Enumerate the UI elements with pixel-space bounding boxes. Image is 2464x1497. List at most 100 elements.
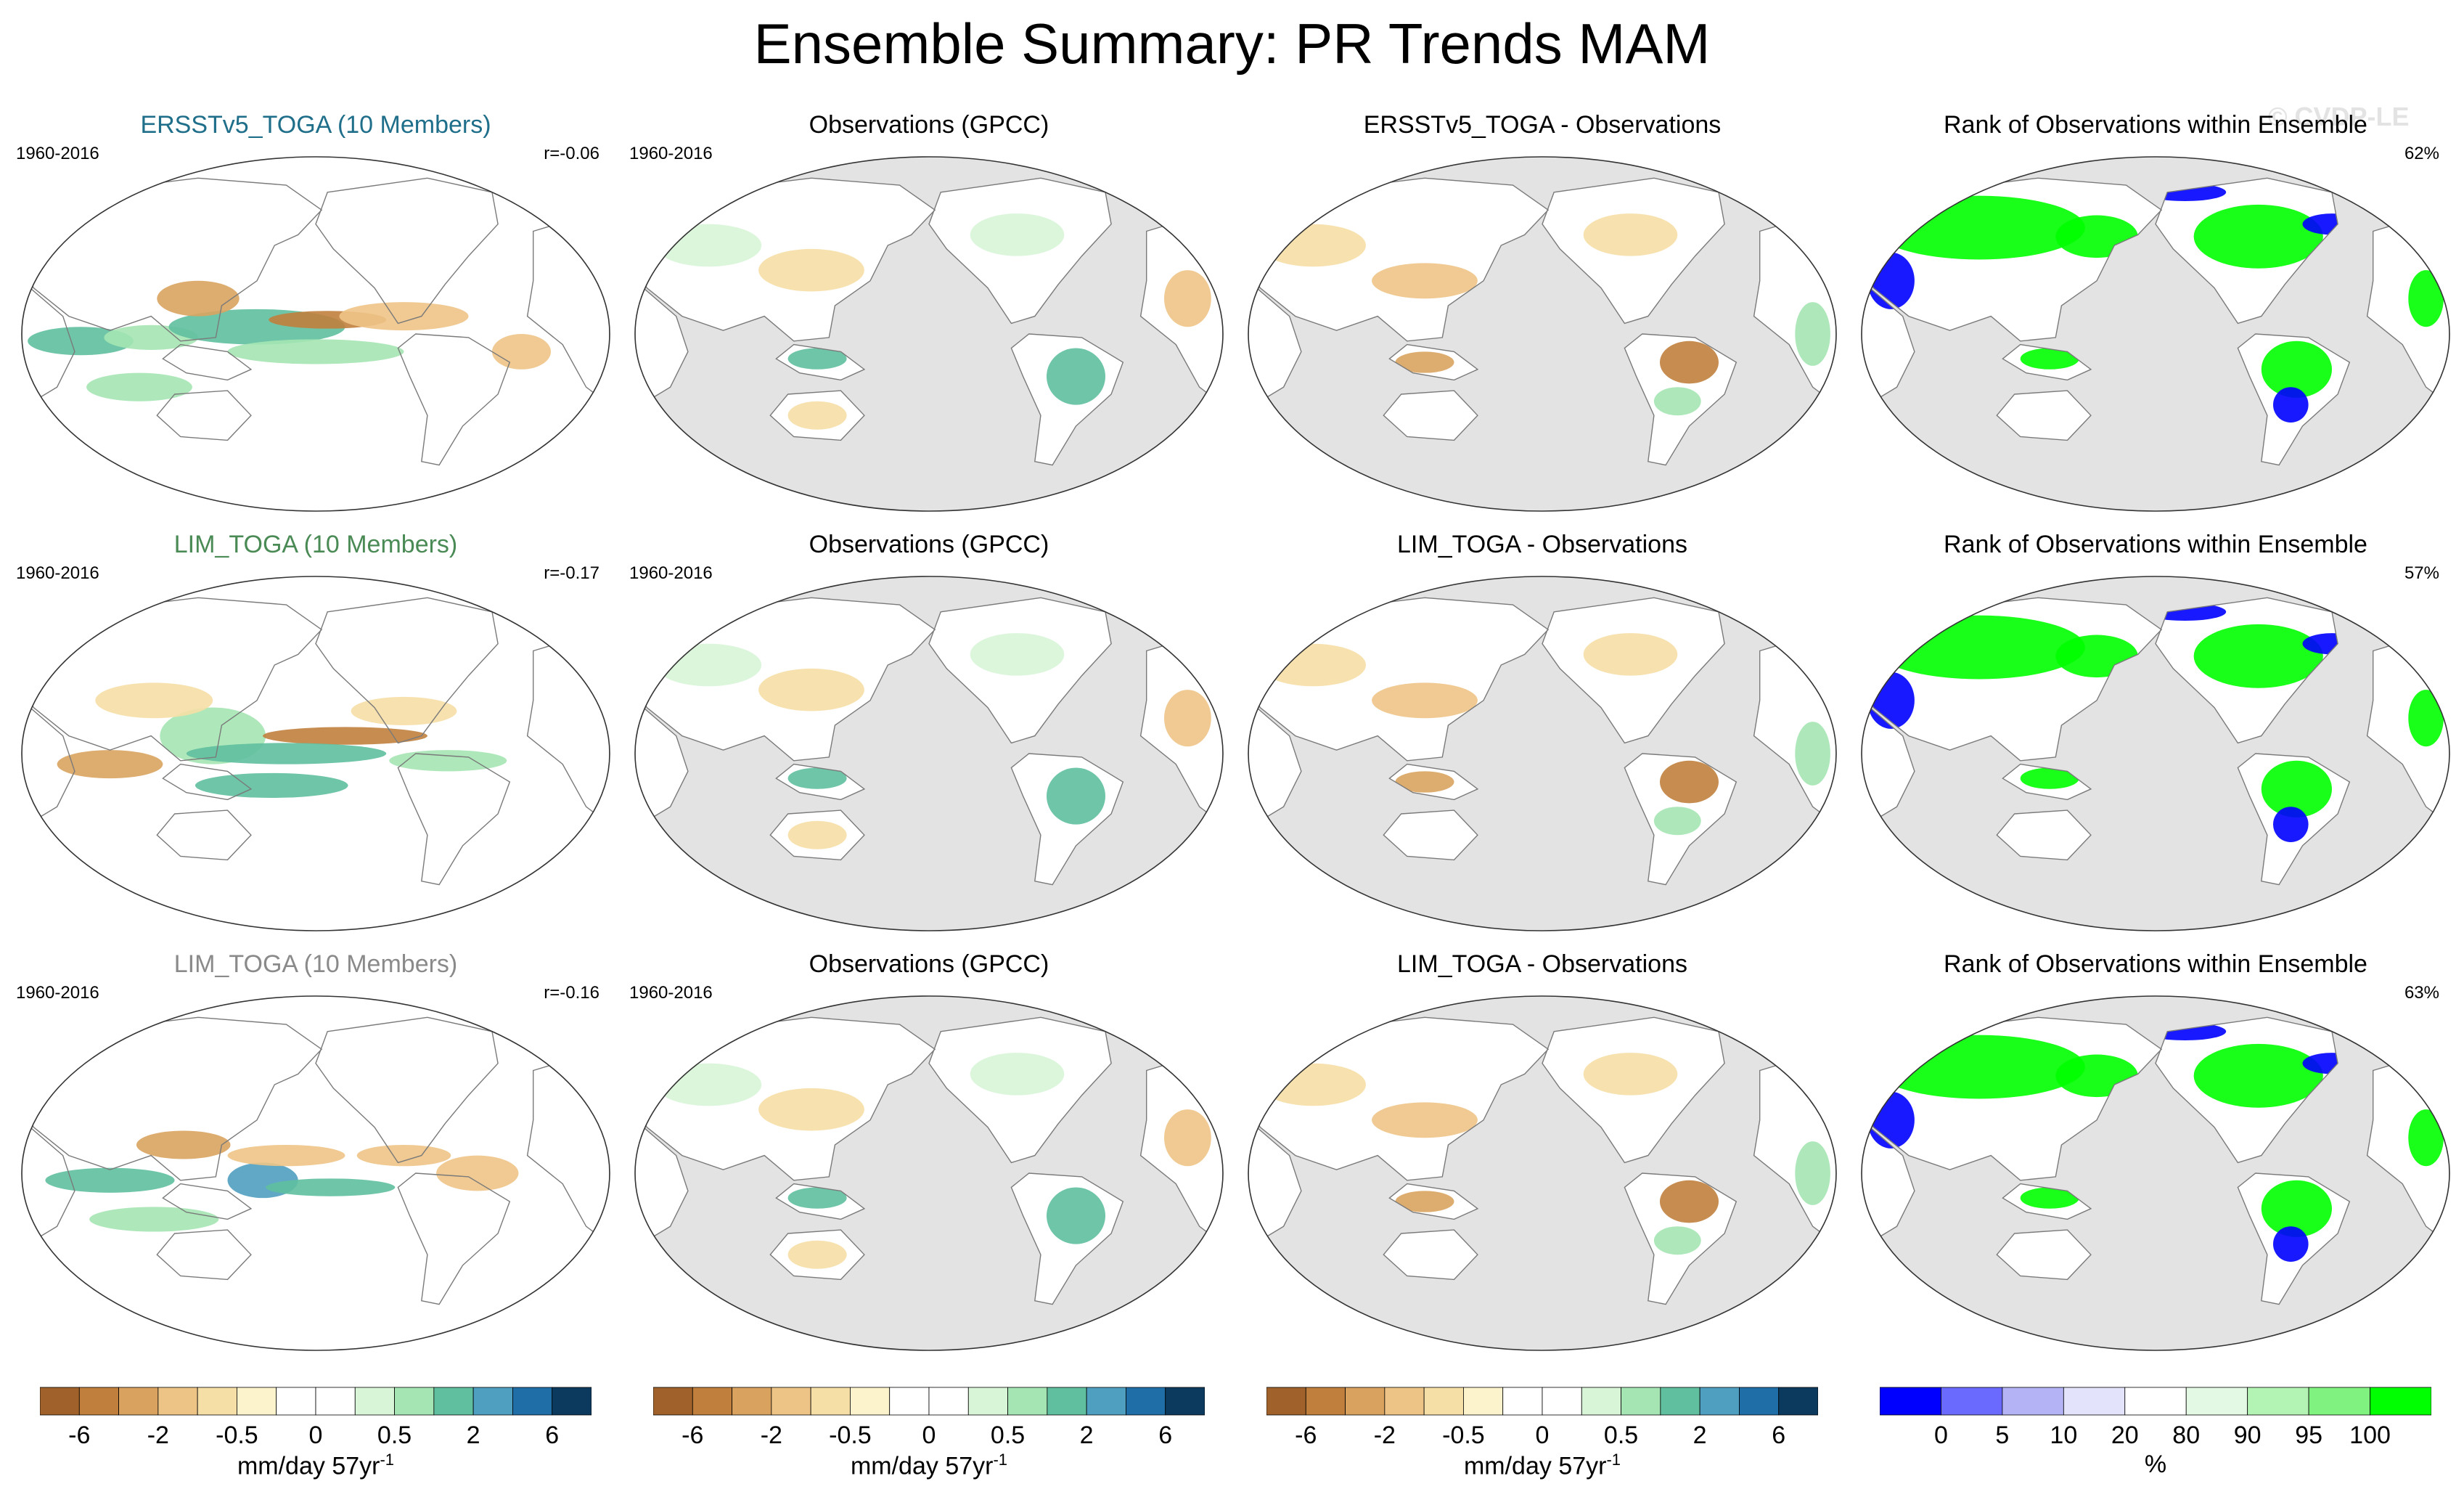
- colorbar-swatch: [237, 1387, 277, 1416]
- trend-region: [2273, 1226, 2309, 1262]
- diff-map: [1248, 995, 1837, 1351]
- trend-region: [1583, 1053, 1678, 1096]
- trend-region: [2273, 807, 2309, 842]
- trend-colorbar: -6 -2 -0.5 0 0.5 2 6 mm/day 57yr-1: [1266, 1387, 1818, 1481]
- coastline: [156, 1229, 252, 1281]
- land-area: [1248, 178, 1549, 341]
- coastline: [22, 280, 75, 406]
- period-label: 1960-2016: [629, 563, 713, 583]
- map-border: [1861, 156, 2450, 512]
- colorbar-tick-label: 2: [1079, 1421, 1094, 1449]
- colorbar-swatch: [1086, 1387, 1126, 1416]
- coastline: [1542, 177, 1725, 325]
- land-area: [1383, 391, 1478, 441]
- colorbar-swatch: [512, 1387, 553, 1416]
- trend-region: [1583, 213, 1678, 256]
- trend-region: [1395, 351, 1454, 373]
- trend-region: [970, 633, 1065, 676]
- rank-panel: Rank of Observations within Ensemble 57%: [1854, 529, 2457, 935]
- rank-map: [1861, 156, 2450, 512]
- coastline: [1010, 333, 1124, 466]
- period-label: 1960-2016: [16, 144, 99, 163]
- ensemble-members: (10 Members): [337, 111, 491, 139]
- observations-panel: Observations (GPCC) 1960-2016: [628, 109, 1230, 515]
- coastline: [2002, 1183, 2092, 1220]
- coastline: [1624, 1172, 1738, 1305]
- period-label: 1960-2016: [16, 983, 99, 1003]
- map-border: [21, 995, 610, 1351]
- coastline: [1996, 809, 2092, 861]
- rank-title: Rank of Observations within Ensemble: [1944, 950, 2367, 978]
- trend-region: [1047, 348, 1105, 405]
- coastline: [156, 390, 252, 441]
- trend-region: [2261, 760, 2332, 817]
- rank-title: Rank of Observations within Ensemble: [1944, 111, 2367, 139]
- units-exponent: -1: [1606, 1451, 1621, 1469]
- coastline: [775, 1183, 866, 1220]
- coastline: [635, 597, 936, 762]
- difference-panel: LIM_TOGA - Observations: [1241, 948, 1843, 1355]
- colorbar-swatch: [118, 1387, 159, 1416]
- trend-region: [787, 348, 847, 370]
- trend-region: [655, 643, 762, 687]
- ensemble-name: LIM_TOGA: [173, 950, 298, 978]
- land-area: [635, 1119, 688, 1244]
- trend-region: [2020, 348, 2079, 370]
- observations-panel: Observations (GPCC) 1960-2016: [628, 948, 1230, 1355]
- colorbar-swatch: [889, 1387, 930, 1416]
- colorbar-swatch: [810, 1387, 851, 1416]
- map-border: [1861, 576, 2450, 931]
- units-label: mm/day 57yr: [1463, 1452, 1607, 1480]
- colorbar-swatch: [197, 1387, 237, 1416]
- colorbar-swatch: [1047, 1387, 1087, 1416]
- trend-region: [263, 727, 427, 745]
- coastline: [1388, 763, 1479, 801]
- colorbar-swatch: [1384, 1387, 1425, 1416]
- colorbar-tick-label: 6: [1158, 1421, 1173, 1449]
- coastline: [2155, 1016, 2338, 1164]
- trend-region: [45, 1167, 175, 1193]
- trend-region: [195, 772, 348, 798]
- colorbar-swatch: [1581, 1387, 1621, 1416]
- colorbar-swatch: [967, 1387, 1008, 1416]
- rank-colorbar: 0 5 10 20 80 90 95 100%: [1880, 1387, 2431, 1481]
- coastline: [162, 343, 253, 381]
- land-area: [1383, 1230, 1478, 1280]
- trend-region: [2408, 690, 2444, 747]
- coastline: [1248, 699, 1302, 825]
- land-area: [1862, 280, 1915, 405]
- ensemble-members: (10 Members): [303, 531, 458, 558]
- coastline: [1624, 333, 1738, 466]
- map-border: [1248, 156, 1837, 512]
- trend-region: [1583, 633, 1678, 676]
- trend-region: [1372, 1102, 1478, 1138]
- trend-region: [351, 696, 457, 725]
- coastline: [2237, 333, 2351, 466]
- trend-region: [89, 1207, 219, 1232]
- land-area: [1997, 810, 2091, 860]
- coastline: [315, 597, 499, 744]
- colorbar-units: mm/day 57yr-1: [40, 1451, 592, 1480]
- land-area: [1248, 700, 1301, 825]
- colorbar-swatches: [1880, 1387, 2431, 1416]
- coastline: [1248, 1016, 1550, 1181]
- coastline: [769, 809, 865, 861]
- colorbar-swatch: [472, 1387, 513, 1416]
- colorbar-swatch: [2308, 1387, 2370, 1416]
- colorbar-swatch: [2124, 1387, 2187, 1416]
- colorbar-swatch: [276, 1387, 316, 1416]
- trend-region: [1260, 643, 1366, 687]
- trend-region: [339, 302, 469, 331]
- period-label: 1960-2016: [629, 983, 713, 1003]
- colorbar-tick-label: 0: [1933, 1421, 1948, 1449]
- trend-region: [1653, 387, 1701, 416]
- trend-colorbar: -6 -2 -0.5 0 0.5 2 6 mm/day 57yr-1: [40, 1387, 592, 1481]
- colorbar-swatch: [1423, 1387, 1464, 1416]
- coastline: [22, 699, 75, 825]
- colorbar-tick-label: 5: [1995, 1421, 2010, 1449]
- pattern-correlation: r=-0.16: [544, 983, 599, 1003]
- coastline: [775, 763, 866, 801]
- coastline: [1248, 597, 1550, 762]
- coastline: [635, 699, 689, 825]
- trend-region: [186, 743, 387, 764]
